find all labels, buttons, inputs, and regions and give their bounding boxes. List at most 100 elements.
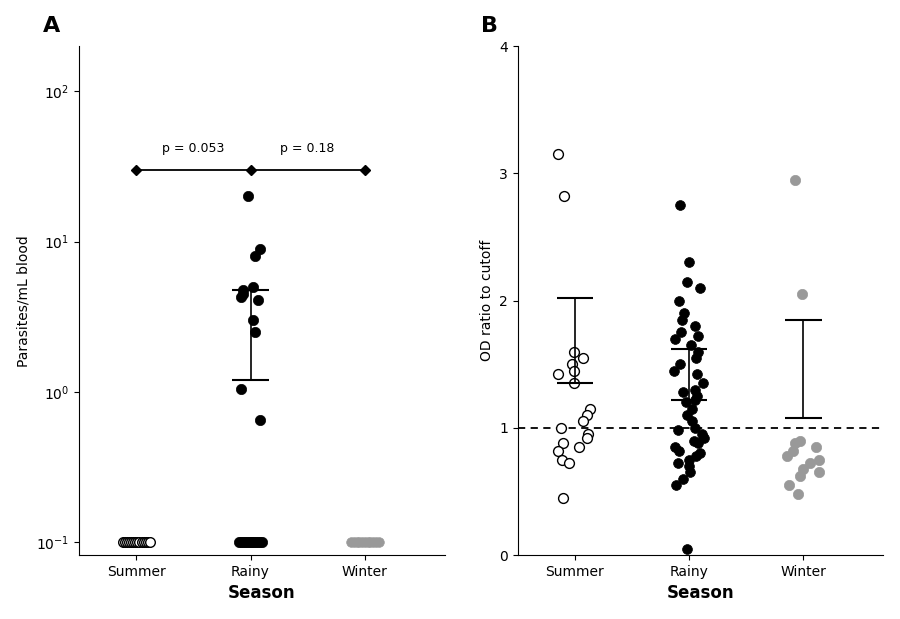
Text: A: A: [42, 16, 59, 36]
Point: [344, 537, 358, 547]
Point: [248, 327, 262, 337]
Point: [236, 537, 250, 547]
Point: [346, 537, 361, 547]
Point: [349, 537, 364, 547]
Point: [667, 334, 681, 344]
Point: [691, 347, 706, 357]
Point: [551, 446, 565, 456]
Point: [255, 537, 269, 547]
Point: [237, 289, 251, 299]
Point: [668, 442, 682, 452]
Point: [677, 308, 691, 318]
Text: B: B: [482, 16, 498, 36]
Point: [237, 285, 251, 295]
Point: [248, 251, 263, 261]
Point: [670, 459, 685, 469]
Point: [676, 387, 690, 397]
Point: [580, 433, 594, 443]
Point: [551, 149, 565, 159]
Y-axis label: OD ratio to cutoff: OD ratio to cutoff: [480, 240, 493, 361]
Point: [365, 537, 380, 547]
Point: [567, 366, 581, 376]
Point: [238, 537, 252, 547]
Point: [565, 359, 580, 369]
Point: [233, 384, 248, 394]
Point: [139, 537, 153, 547]
Point: [241, 537, 256, 547]
Point: [687, 436, 701, 446]
Point: [672, 296, 687, 306]
Point: [234, 292, 248, 301]
Point: [582, 404, 597, 413]
Point: [685, 404, 699, 413]
Point: [681, 258, 696, 267]
Point: [120, 537, 134, 547]
Point: [556, 493, 571, 503]
Point: [672, 446, 687, 456]
Point: [697, 433, 711, 443]
Point: [667, 366, 681, 376]
Point: [363, 537, 377, 547]
Point: [249, 537, 264, 547]
Point: [672, 359, 687, 369]
Point: [126, 537, 140, 547]
Point: [696, 378, 710, 388]
Point: [554, 455, 569, 465]
Point: [352, 537, 366, 547]
Point: [690, 370, 705, 379]
Point: [692, 283, 706, 293]
Y-axis label: Parasites/mL blood: Parasites/mL blood: [17, 235, 31, 366]
Point: [691, 331, 706, 341]
Point: [675, 314, 689, 324]
Point: [372, 537, 386, 547]
Point: [124, 537, 139, 547]
Point: [575, 417, 590, 426]
Point: [122, 537, 136, 547]
Point: [688, 423, 702, 433]
Point: [788, 438, 802, 448]
Text: p = 0.18: p = 0.18: [281, 142, 335, 155]
Point: [689, 353, 704, 363]
Point: [681, 461, 696, 471]
Point: [245, 537, 259, 547]
Point: [243, 537, 257, 547]
Point: [132, 537, 147, 547]
Point: [680, 277, 694, 287]
Point: [575, 353, 590, 363]
Point: [689, 391, 704, 401]
Point: [562, 459, 576, 469]
Point: [680, 543, 695, 553]
Point: [680, 410, 694, 420]
Point: [118, 537, 132, 547]
Point: [795, 289, 809, 299]
Point: [788, 175, 802, 184]
Point: [786, 446, 800, 456]
Point: [580, 410, 594, 420]
Point: [689, 451, 704, 461]
X-axis label: Season: Season: [667, 584, 734, 602]
Point: [554, 423, 569, 433]
Point: [241, 191, 256, 201]
Point: [581, 429, 596, 439]
Point: [253, 415, 267, 425]
Point: [695, 429, 709, 439]
Point: [248, 537, 262, 547]
Point: [232, 537, 247, 547]
Point: [688, 385, 702, 395]
Point: [812, 455, 826, 465]
Point: [130, 537, 145, 547]
Point: [251, 537, 266, 547]
Point: [796, 464, 810, 474]
Point: [812, 467, 826, 477]
Point: [690, 438, 705, 448]
Point: [793, 436, 807, 446]
Point: [688, 321, 702, 331]
Point: [572, 442, 587, 452]
Point: [128, 537, 142, 547]
Text: p = 0.053: p = 0.053: [162, 142, 225, 155]
Point: [802, 459, 816, 469]
Point: [684, 340, 698, 350]
Point: [140, 537, 155, 547]
Point: [793, 471, 807, 481]
Point: [253, 243, 267, 253]
